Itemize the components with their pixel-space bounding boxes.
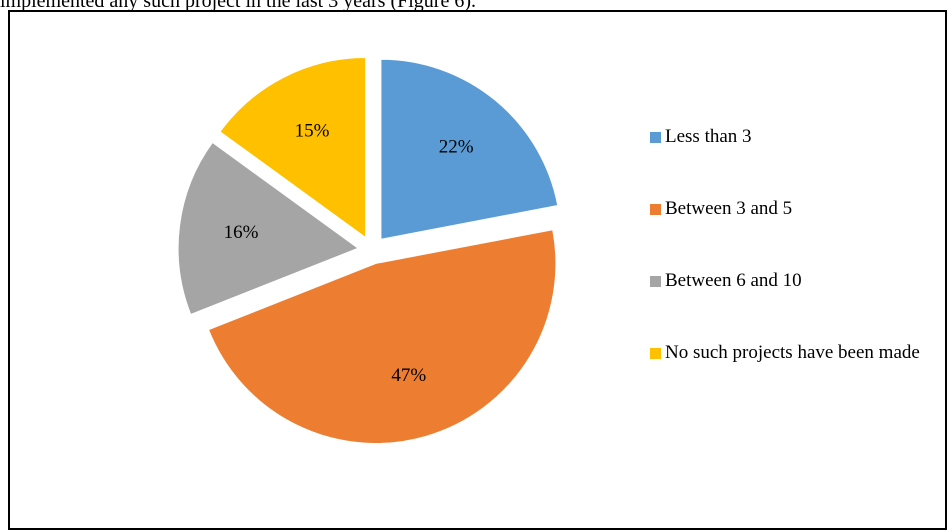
legend-label: Less than 3 — [665, 126, 752, 147]
legend-label: Between 6 and 10 — [665, 270, 802, 291]
slice-between-3-and-5 — [207, 229, 557, 444]
legend-swatch — [650, 204, 661, 215]
slice-label-less-than-3: 22% — [439, 137, 474, 158]
slice-no-such-projects — [219, 57, 367, 239]
legend-item-between-6-and-10: Between 6 and 10 — [650, 268, 945, 294]
legend-label: No such projects have been made — [665, 342, 920, 363]
figure-caption-text: implemented any such project in the last… — [0, 0, 476, 12]
slice-label-no-such-projects: 15% — [295, 121, 330, 142]
slice-less-than-3 — [380, 58, 559, 240]
legend-item-between-3-and-5: Between 3 and 5 — [650, 196, 945, 222]
legend-swatch — [650, 132, 661, 143]
slice-label-between-3-and-5: 47% — [391, 365, 426, 386]
legend-label: Between 3 and 5 — [665, 198, 793, 219]
legend: Less than 3 Between 3 and 5 Between 6 an… — [650, 124, 945, 412]
pie-chart: 22% 47% 16% 15% — [177, 57, 559, 444]
legend-item-no-such-projects: No such projects have been made — [650, 340, 945, 366]
legend-swatch — [650, 348, 661, 359]
slice-label-between-6-and-10: 16% — [224, 222, 259, 243]
legend-swatch — [650, 276, 661, 287]
slice-between-6-and-10 — [177, 141, 360, 316]
legend-item-less-than-3: Less than 3 — [650, 124, 945, 150]
